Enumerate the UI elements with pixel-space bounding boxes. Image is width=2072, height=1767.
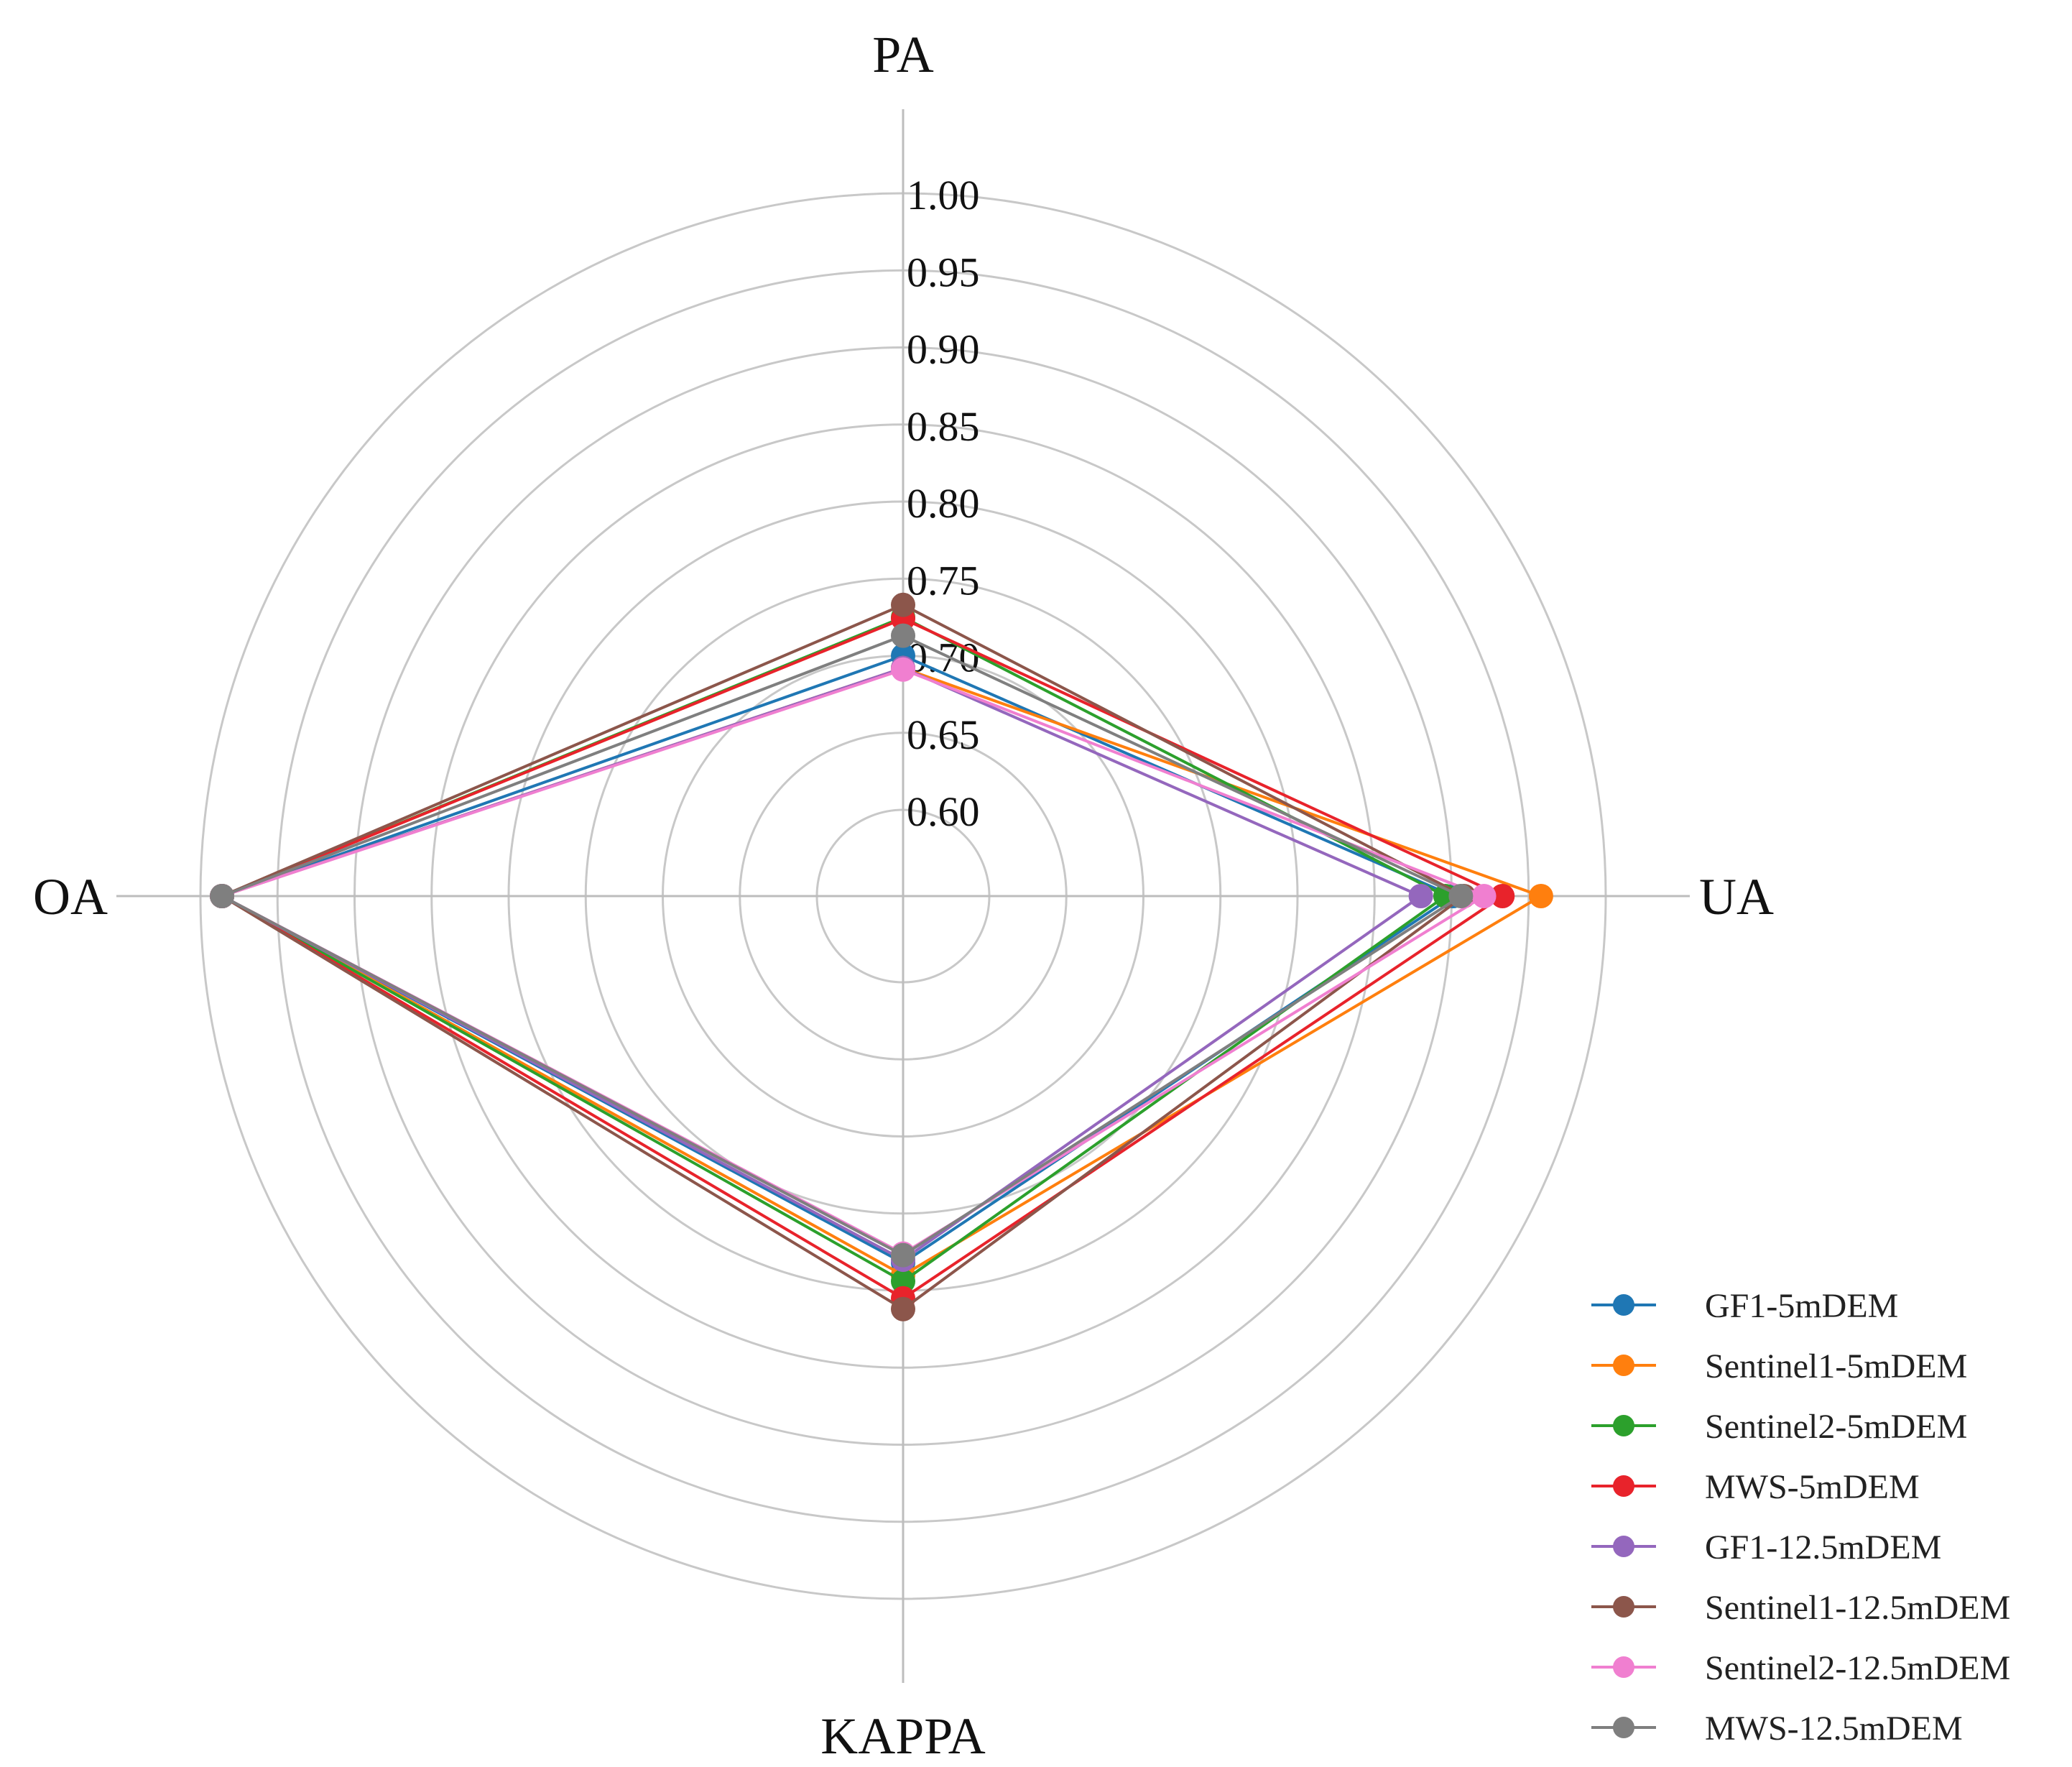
series-line-GF1-12.5mDEM	[218, 666, 1424, 1262]
axis-labels: PA UA KAPPA OA	[33, 26, 1774, 1765]
legend-item-Sentinel2-5mDEM: Sentinel2-5mDEM	[1591, 1408, 1967, 1446]
series-GF1-5mDEM	[210, 643, 1466, 1275]
tick-label-0.65: 0.65	[907, 711, 980, 758]
legend-item-Sentinel1-5mDEM: Sentinel1-5mDEM	[1591, 1347, 1967, 1385]
series-line-MWS-12.5mDEM	[218, 634, 1464, 1258]
tick-label-0.60: 0.60	[907, 788, 980, 835]
axis-label-pa: PA	[872, 26, 933, 83]
series-line-Sentinel2-12.5mDEM	[218, 668, 1487, 1255]
point-MWS-12.5mDEM-pa	[891, 623, 915, 648]
legend-marker-Sentinel2-5mDEM	[1613, 1415, 1634, 1436]
legend-marker-Sentinel2-12.5mDEM	[1613, 1656, 1634, 1678]
legend: GF1-5mDEM Sentinel1-5mDEM Sentinel2-5mDEM M…	[1591, 1287, 2010, 1748]
legend-item-MWS-12.5mDEM: MWS-12.5mDEM	[1591, 1710, 1963, 1748]
legend-marker-Sentinel1-5mDEM	[1613, 1355, 1634, 1376]
radial-tick-labels: 0.600.650.700.750.800.850.900.951.00	[907, 172, 980, 835]
point-Sentinel1-12.5mDEM-pa	[891, 592, 915, 617]
legend-label-GF1-5mDEM: GF1-5mDEM	[1705, 1287, 1898, 1325]
tick-label-0.90: 0.90	[907, 326, 980, 373]
point-MWS-12.5mDEM-ua	[1448, 884, 1474, 908]
axis-label-ua: UA	[1699, 868, 1774, 926]
point-Sentinel2-5mDEM-kappa	[891, 1269, 915, 1294]
legend-item-MWS-5mDEM: MWS-5mDEM	[1591, 1468, 1920, 1506]
legend-label-MWS-12.5mDEM: MWS-12.5mDEM	[1705, 1710, 1963, 1748]
point-Sentinel1-12.5mDEM-kappa	[891, 1296, 915, 1321]
point-MWS-5mDEM-ua	[1490, 884, 1515, 908]
point-GF1-12.5mDEM-ua	[1408, 884, 1433, 908]
legend-marker-Sentinel1-12.5mDEM	[1613, 1596, 1634, 1618]
legend-marker-GF1-12.5mDEM	[1613, 1536, 1634, 1557]
point-MWS-12.5mDEM-oa	[210, 884, 235, 908]
legend-marker-MWS-5mDEM	[1613, 1475, 1634, 1497]
tick-label-0.85: 0.85	[907, 403, 980, 450]
legend-label-Sentinel2-12.5mDEM: Sentinel2-12.5mDEM	[1705, 1649, 2010, 1687]
series-Sentinel2-12.5mDEM	[210, 657, 1497, 1266]
point-MWS-12.5mDEM-kappa	[891, 1242, 915, 1268]
axis-label-oa: OA	[33, 868, 108, 926]
legend-label-Sentinel1-5mDEM: Sentinel1-5mDEM	[1705, 1347, 1967, 1385]
tick-label-0.80: 0.80	[907, 480, 980, 527]
point-Sentinel1-5mDEM-ua	[1528, 884, 1553, 908]
legend-label-Sentinel1-12.5mDEM: Sentinel1-12.5mDEM	[1705, 1589, 2010, 1627]
legend-item-GF1-5mDEM: GF1-5mDEM	[1591, 1287, 1898, 1325]
series-line-MWS-5mDEM	[218, 617, 1506, 1301]
legend-item-Sentinel2-12.5mDEM: Sentinel2-12.5mDEM	[1591, 1649, 2010, 1687]
point-Sentinel2-12.5mDEM-ua	[1471, 884, 1497, 908]
series-line-Sentinel2-5mDEM	[218, 615, 1448, 1283]
legend-label-Sentinel2-5mDEM: Sentinel2-5mDEM	[1705, 1408, 1967, 1446]
legend-item-Sentinel1-12.5mDEM: Sentinel1-12.5mDEM	[1591, 1589, 2010, 1627]
series-MWS-12.5mDEM	[210, 623, 1474, 1268]
point-Sentinel2-12.5mDEM-pa	[891, 657, 915, 682]
legend-item-GF1-12.5mDEM: GF1-12.5mDEM	[1591, 1528, 1941, 1567]
legend-label-GF1-12.5mDEM: GF1-12.5mDEM	[1705, 1528, 1941, 1567]
series-GF1-12.5mDEM	[210, 655, 1433, 1273]
tick-label-0.95: 0.95	[907, 249, 980, 295]
legend-marker-GF1-5mDEM	[1613, 1294, 1634, 1316]
tick-label-1.00: 1.00	[907, 172, 980, 218]
legend-marker-MWS-12.5mDEM	[1613, 1717, 1634, 1738]
legend-label-MWS-5mDEM: MWS-5mDEM	[1705, 1468, 1920, 1506]
axis-label-kappa: KAPPA	[820, 1707, 985, 1765]
series-layer	[210, 592, 1553, 1321]
tick-label-0.75: 0.75	[907, 557, 980, 604]
series-MWS-5mDEM	[210, 606, 1515, 1311]
